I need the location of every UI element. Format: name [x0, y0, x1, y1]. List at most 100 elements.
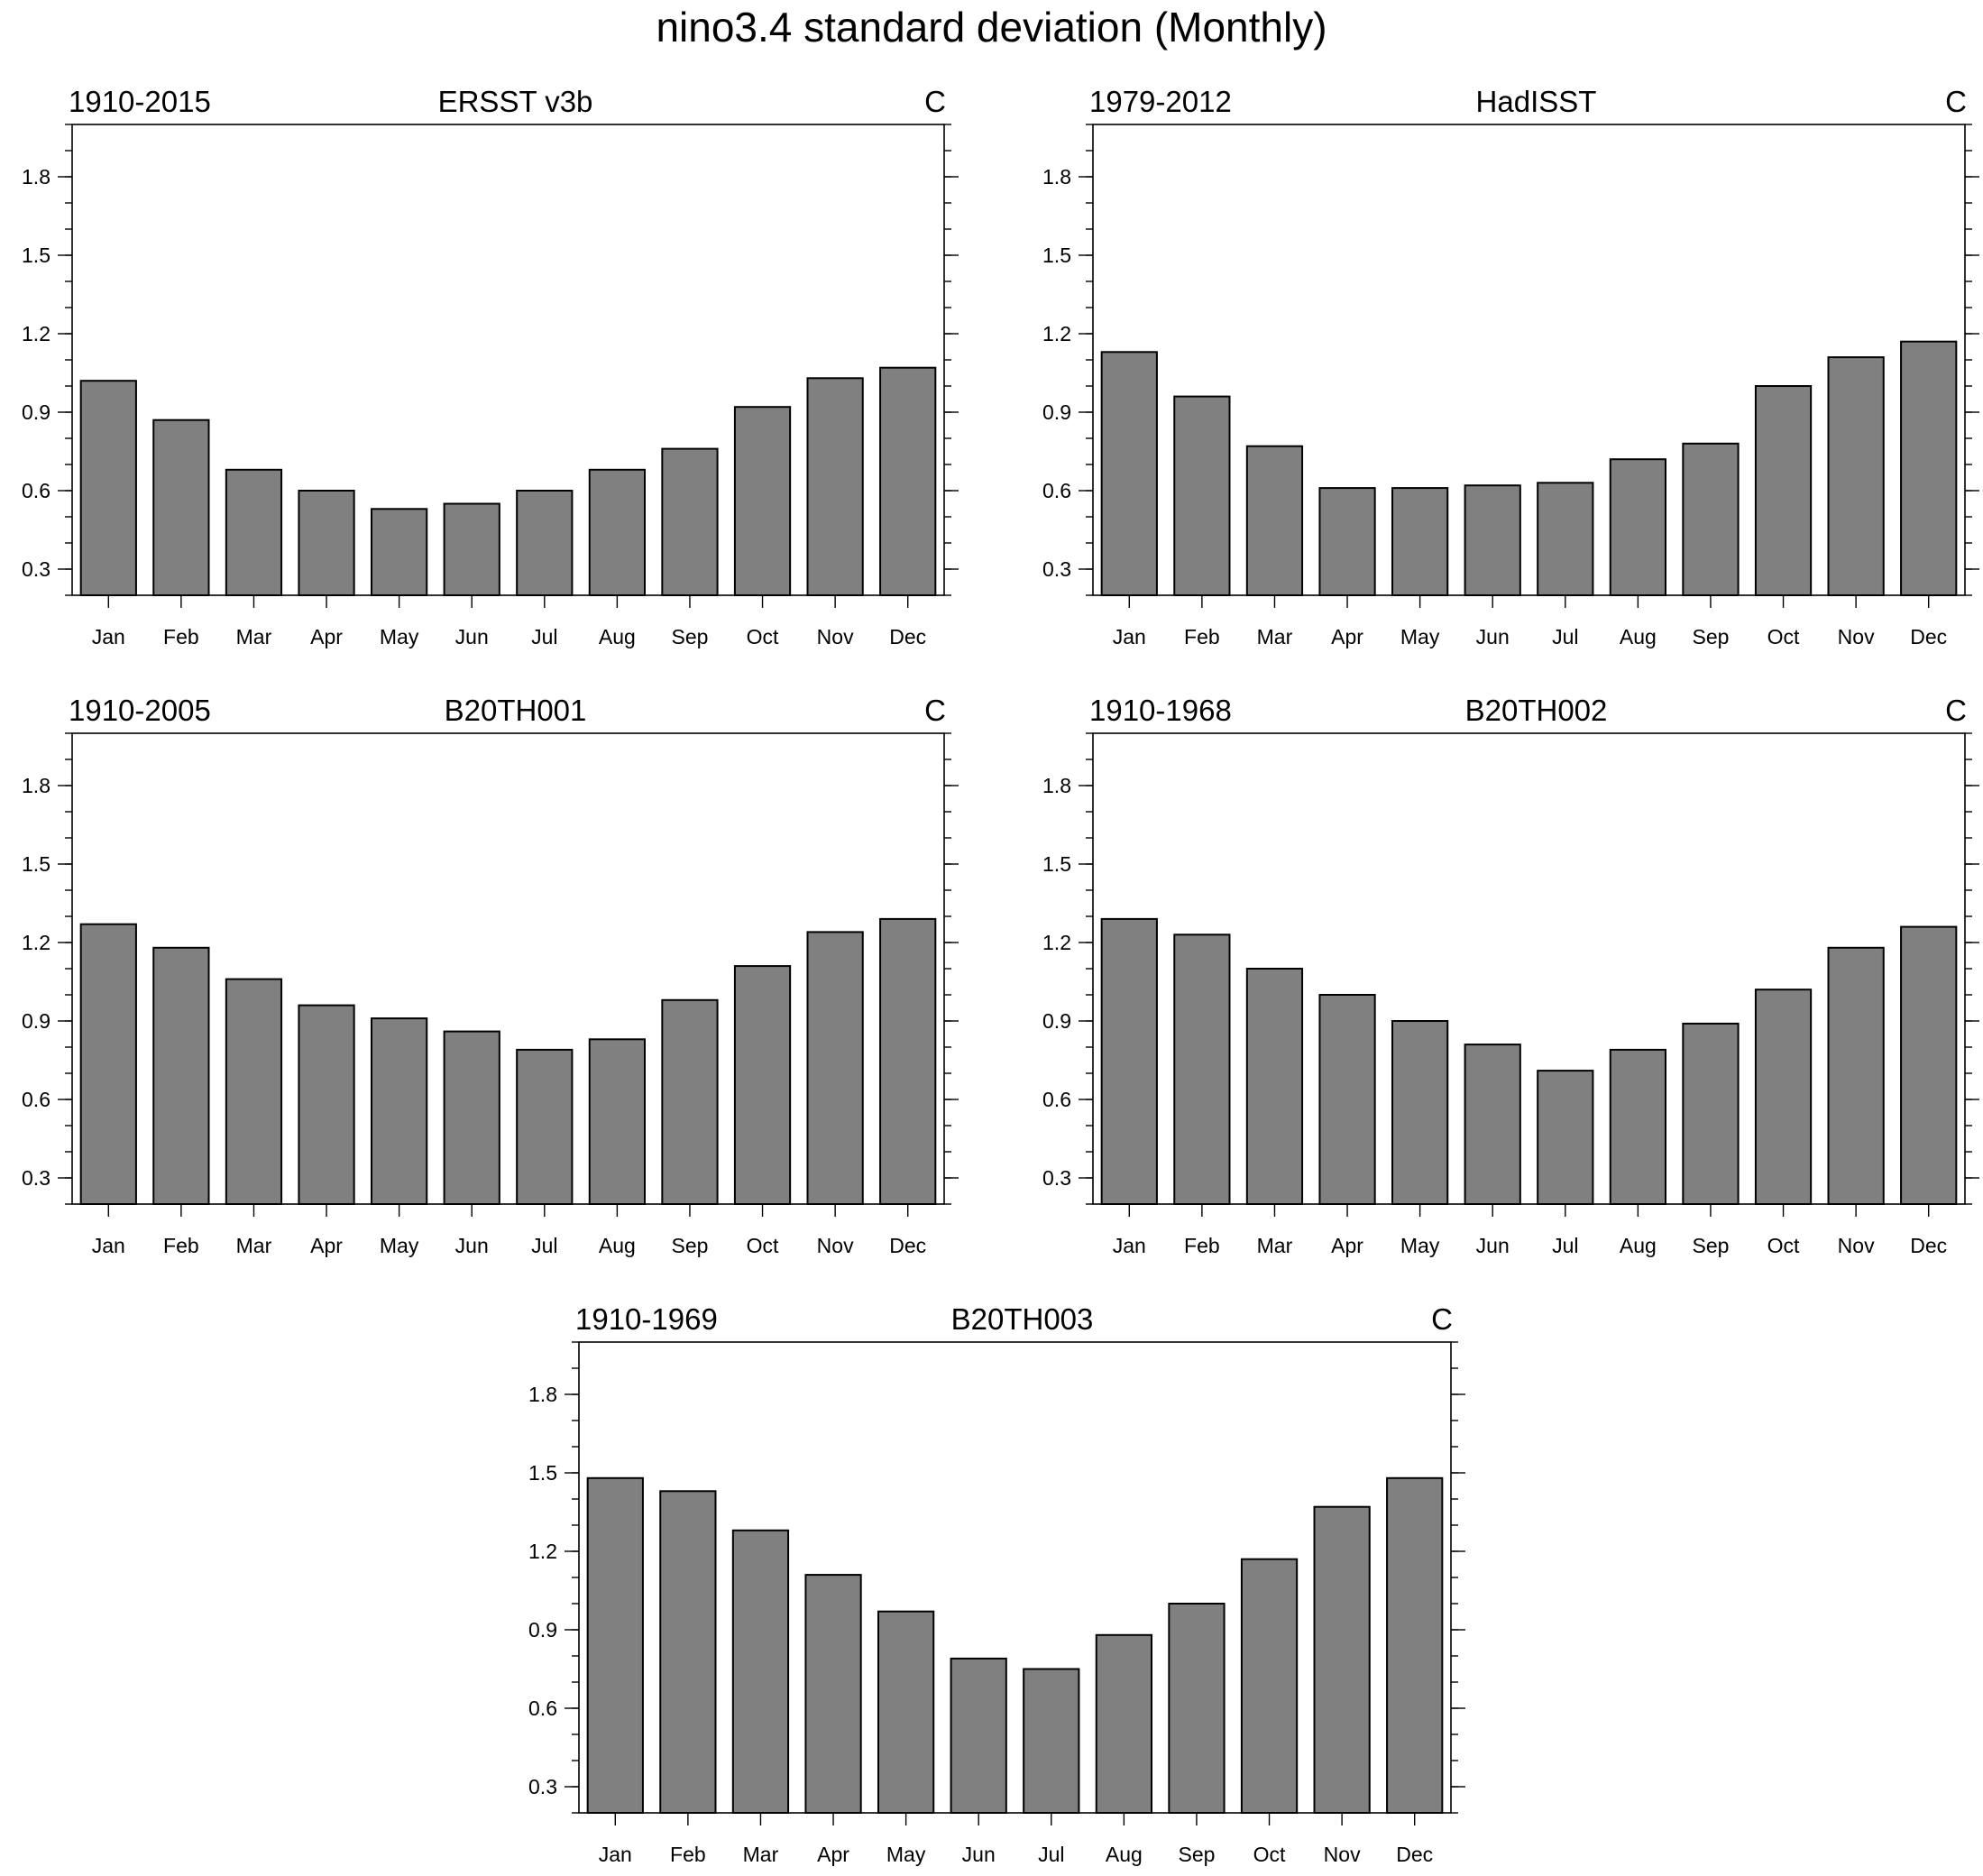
chart-2-bar-jul: [516, 1048, 574, 1205]
chart-2-xtick-label-dec: Dec: [889, 1234, 926, 1257]
chart-3-xtick-label-jan: Jan: [1113, 1234, 1146, 1257]
chart-0-ytick-label: 1.8: [22, 165, 50, 189]
chart-4-xtick-label-may: May: [886, 1843, 926, 1866]
chart-1-ytick-label: 0.9: [1042, 400, 1071, 424]
chart-1-xtick-label-nov: Nov: [1838, 625, 1875, 648]
chart-4-bar-apr: [804, 1574, 862, 1814]
chart-3-bar-mar: [1245, 968, 1304, 1205]
chart-3-bar-dec: [1900, 925, 1958, 1205]
chart-3-ytick-label: 1.5: [1042, 852, 1071, 876]
chart-0-units-label: C: [924, 85, 946, 118]
chart-3-ytick-label: 0.6: [1042, 1088, 1071, 1111]
chart-3-ytick-label: 0.3: [1042, 1166, 1071, 1190]
chart-3-xtick-label-jul: Jul: [1552, 1234, 1578, 1257]
chart-4-title: B20TH003: [951, 1302, 1094, 1336]
chart-2-ytick-label: 0.3: [22, 1166, 50, 1190]
chart-4-bar-jun: [950, 1657, 1007, 1814]
chart-4-xtick-label-jul: Jul: [1038, 1843, 1064, 1866]
chart-3-xtick-label-aug: Aug: [1620, 1234, 1657, 1257]
chart-panel-ersst: 1910-2015 ERSST v3b C 0.3 0.6 0.9 1.2 1.5 1.8 Jan…: [22, 85, 959, 648]
chart-0-xtick-label-oct: Oct: [747, 625, 779, 648]
chart-0-xtick-label-jan: Jan: [92, 625, 125, 648]
chart-panel-b20th002: 1910-1968 B20TH002 C 0.3 0.6 0.9 1.2 1.5 1.8 Jan F…: [1042, 694, 1979, 1257]
chart-1-bar-dec: [1900, 340, 1958, 596]
chart-0-ytick-label: 0.3: [22, 557, 50, 581]
chart-3-xtick-label-mar: Mar: [1257, 1234, 1293, 1257]
chart-1-bar-apr: [1318, 487, 1376, 597]
chart-4-ytick-label: 0.9: [528, 1618, 557, 1642]
chart-1-xtick-label-jan: Jan: [1113, 625, 1146, 648]
chart-2-xtick-label-mar: Mar: [236, 1234, 272, 1257]
chart-1-bar-sep: [1682, 442, 1740, 596]
chart-1-units-label: C: [1945, 85, 1967, 118]
chart-4-ytick-label: 0.3: [528, 1775, 557, 1798]
chart-1-ytick-label: 0.6: [1042, 479, 1071, 502]
chart-1-title: HadISST: [1476, 85, 1597, 118]
chart-3-bar-feb: [1173, 933, 1231, 1205]
chart-4-bar-jul: [1023, 1668, 1080, 1814]
chart-3-xtick-label-may: May: [1400, 1234, 1440, 1257]
chart-1-ytick-label: 1.8: [1042, 165, 1071, 189]
chart-3-xtick-label-oct: Oct: [1767, 1234, 1800, 1257]
chart-4-bar-aug: [1095, 1633, 1152, 1814]
chart-0-xtick-label-nov: Nov: [817, 625, 854, 648]
chart-1-bar-jun: [1464, 484, 1521, 597]
chart-2-bar-mar: [225, 978, 283, 1205]
chart-1-period-label: 1979-2012: [1089, 85, 1232, 118]
chart-0-xtick-label-mar: Mar: [236, 625, 272, 648]
chart-4-period-label: 1910-1969: [575, 1302, 718, 1336]
chart-0-period-label: 1910-2015: [69, 85, 211, 118]
chart-0-bar-jan: [79, 380, 137, 597]
chart-2-ytick-label: 1.2: [22, 931, 50, 954]
chart-0-bar-dec: [879, 366, 937, 597]
chart-4-bar-feb: [659, 1490, 717, 1815]
chart-4-xtick-label-mar: Mar: [743, 1843, 779, 1866]
chart-1-xtick-label-dec: Dec: [1910, 625, 1947, 648]
chart-2-ytick-label: 0.6: [22, 1088, 50, 1111]
chart-2-bar-may: [371, 1017, 428, 1205]
chart-4-xtick-label-dec: Dec: [1396, 1843, 1433, 1866]
chart-2-bar-jun: [443, 1030, 500, 1205]
chart-2-ytick-label: 1.5: [22, 852, 50, 876]
chart-2-xtick-label-may: May: [380, 1234, 419, 1257]
chart-2-xtick-label-aug: Aug: [599, 1234, 636, 1257]
chart-4-bar-oct: [1240, 1558, 1299, 1814]
chart-3-xtick-label-nov: Nov: [1838, 1234, 1875, 1257]
chart-3-bar-jun: [1464, 1044, 1521, 1205]
chart-4-ytick-label: 1.2: [528, 1540, 557, 1563]
chart-0-bar-apr: [298, 490, 355, 596]
chart-3-bar-oct: [1754, 989, 1813, 1206]
chart-3-bar-aug: [1609, 1048, 1666, 1205]
chart-4-xtick-label-aug: Aug: [1106, 1843, 1143, 1866]
chart-3-xtick-label-apr: Apr: [1331, 1234, 1363, 1257]
chart-4-bar-mar: [731, 1529, 790, 1815]
chart-1-ytick-label: 1.2: [1042, 322, 1071, 345]
chart-2-bar-feb: [152, 946, 210, 1205]
chart-3-ytick-label: 0.9: [1042, 1009, 1071, 1033]
chart-4-ytick-label: 1.5: [528, 1461, 557, 1485]
chart-0-ytick-label: 0.6: [22, 479, 50, 502]
chart-3-period-label: 1910-1968: [1089, 694, 1232, 727]
chart-0-xtick-label-aug: Aug: [599, 625, 636, 648]
chart-0-xtick-label-sep: Sep: [671, 625, 708, 648]
chart-panel-b20th001: 1910-2005 B20TH001 C 0.3 0.6 0.9 1.2 1.5 1.8 Jan F…: [22, 694, 959, 1257]
chart-4-ytick-label: 1.8: [528, 1383, 557, 1406]
chart-4-bar-dec: [1386, 1476, 1444, 1815]
chart-1-ytick-label: 0.3: [1042, 557, 1071, 581]
chart-4-xtick-label-jan: Jan: [599, 1843, 632, 1866]
chart-0-xtick-label-jul: Jul: [531, 625, 557, 648]
chart-3-bar-may: [1391, 1020, 1449, 1205]
chart-0-bar-sep: [661, 447, 719, 596]
chart-0-xtick-label-dec: Dec: [889, 625, 926, 648]
chart-1-bar-aug: [1609, 458, 1666, 597]
chart-1-bar-nov: [1827, 356, 1885, 596]
chart-1-xtick-label-oct: Oct: [1767, 625, 1800, 648]
chart-2-bar-nov: [806, 931, 864, 1205]
chart-1-xtick-label-jun: Jun: [1476, 625, 1510, 648]
chart-0-bar-mar: [225, 468, 283, 596]
chart-2-period-label: 1910-2005: [69, 694, 211, 727]
chart-4-ytick-label: 0.6: [528, 1697, 557, 1720]
chart-3-title: B20TH002: [1465, 694, 1608, 727]
chart-0-xtick-label-may: May: [380, 625, 419, 648]
chart-1-bar-mar: [1245, 445, 1304, 597]
